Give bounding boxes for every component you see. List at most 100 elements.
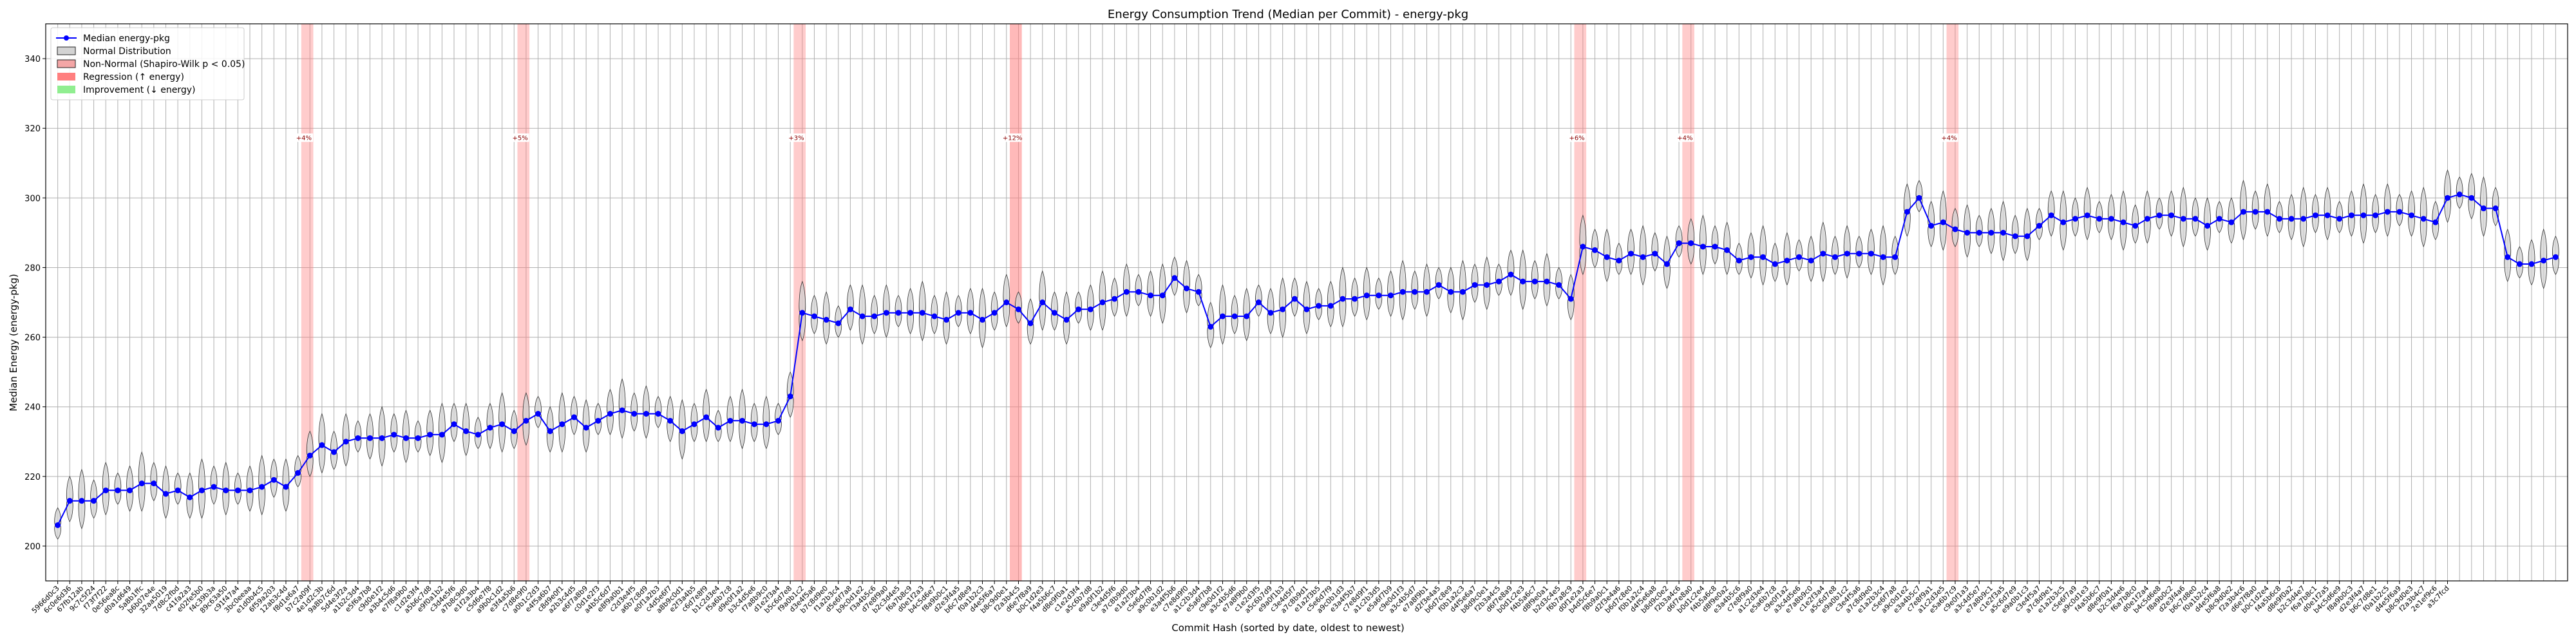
median-point	[2036, 223, 2043, 229]
median-point	[2168, 212, 2175, 218]
median-point	[1148, 292, 1154, 299]
median-point	[2000, 229, 2007, 236]
median-point	[1856, 251, 1862, 257]
median-point	[2432, 219, 2439, 225]
regression-label-box	[1003, 133, 1022, 142]
x-axis-title: Commit Hash (sorted by date, oldest to n…	[1171, 622, 1404, 634]
median-point	[1267, 310, 1274, 316]
median-point	[1015, 306, 1021, 312]
median-point	[1495, 278, 1502, 285]
legend-patch-swatch	[57, 86, 75, 93]
median-point	[703, 414, 710, 421]
median-point	[1219, 313, 1226, 319]
median-point	[799, 310, 806, 316]
median-point	[1303, 306, 1310, 312]
median-point	[2409, 212, 2415, 218]
median-point	[1663, 261, 1670, 267]
median-point	[1988, 229, 1994, 236]
median-point	[2120, 219, 2126, 225]
median-point	[1363, 292, 1370, 299]
median-point	[1616, 258, 1622, 264]
median-point	[2240, 209, 2247, 215]
legend-label: Non-Normal (Shapiro-Wilk p < 0.05)	[83, 59, 245, 70]
median-point	[2396, 209, 2403, 215]
median-point	[727, 417, 734, 424]
median-point	[2132, 223, 2139, 229]
median-point	[631, 411, 638, 417]
median-point	[2456, 191, 2463, 198]
median-point	[907, 310, 914, 316]
median-point	[283, 484, 289, 490]
median-point	[667, 417, 674, 424]
median-point	[1820, 251, 1826, 257]
median-point	[475, 431, 481, 438]
median-point	[127, 487, 133, 493]
median-point	[967, 310, 974, 316]
median-point	[1700, 243, 1706, 250]
median-point	[1520, 278, 1526, 285]
median-point	[871, 313, 878, 319]
median-point	[2372, 212, 2379, 218]
median-point	[115, 487, 121, 493]
median-point	[366, 435, 373, 441]
legend-patch-swatch	[57, 59, 76, 68]
median-point	[2072, 216, 2078, 222]
median-point	[2360, 212, 2367, 218]
median-point	[1423, 289, 1430, 295]
median-point	[1592, 247, 1598, 253]
median-point	[1508, 271, 1514, 278]
median-point	[655, 411, 661, 417]
median-point	[1604, 254, 1610, 260]
median-point	[2505, 254, 2511, 260]
median-point	[811, 313, 817, 319]
median-point	[1388, 292, 1394, 299]
median-point	[1171, 275, 1178, 281]
median-point	[1316, 303, 1322, 309]
median-point	[151, 480, 157, 487]
median-point	[715, 424, 721, 431]
median-point	[1135, 289, 1142, 295]
median-point	[559, 421, 565, 428]
legend-box	[50, 27, 245, 100]
median-point	[763, 421, 770, 428]
y-tick-label: 300	[24, 194, 41, 204]
median-point	[511, 428, 517, 435]
median-point	[2156, 212, 2163, 218]
median-point	[1544, 278, 1550, 285]
median-point	[2228, 219, 2235, 225]
median-point	[1796, 254, 1803, 260]
median-point	[2541, 258, 2547, 264]
median-point	[2108, 216, 2114, 222]
median-point	[451, 421, 457, 428]
legend-label: Regression (↑ energy)	[83, 72, 184, 82]
median-point	[847, 306, 853, 312]
median-point	[1748, 254, 1754, 260]
median-point	[1051, 310, 1057, 316]
median-point	[234, 487, 241, 493]
median-point	[1244, 313, 1250, 319]
regression-band	[1682, 24, 1694, 581]
y-axis-ticks: 200 220 240 260 280 300 320 340	[24, 55, 46, 552]
median-point	[2060, 219, 2067, 225]
median-point	[2480, 205, 2486, 212]
median-point	[1063, 317, 1070, 323]
median-point	[55, 522, 61, 528]
median-point	[607, 411, 613, 417]
median-point	[1832, 254, 1838, 260]
median-point	[775, 417, 782, 424]
median-point	[1352, 296, 1358, 302]
median-point	[1940, 219, 1946, 225]
median-point	[1459, 289, 1466, 295]
regression-band	[1946, 24, 1959, 581]
median-point	[1376, 292, 1382, 299]
median-point	[2445, 194, 2451, 201]
regression-band	[301, 24, 314, 581]
median-point	[2096, 216, 2103, 222]
median-point	[1327, 303, 1334, 309]
median-point	[270, 477, 277, 483]
median-point	[835, 320, 842, 327]
median-point	[1075, 306, 1082, 312]
median-point	[2144, 216, 2150, 222]
median-point	[2324, 212, 2331, 218]
median-point	[198, 487, 205, 493]
